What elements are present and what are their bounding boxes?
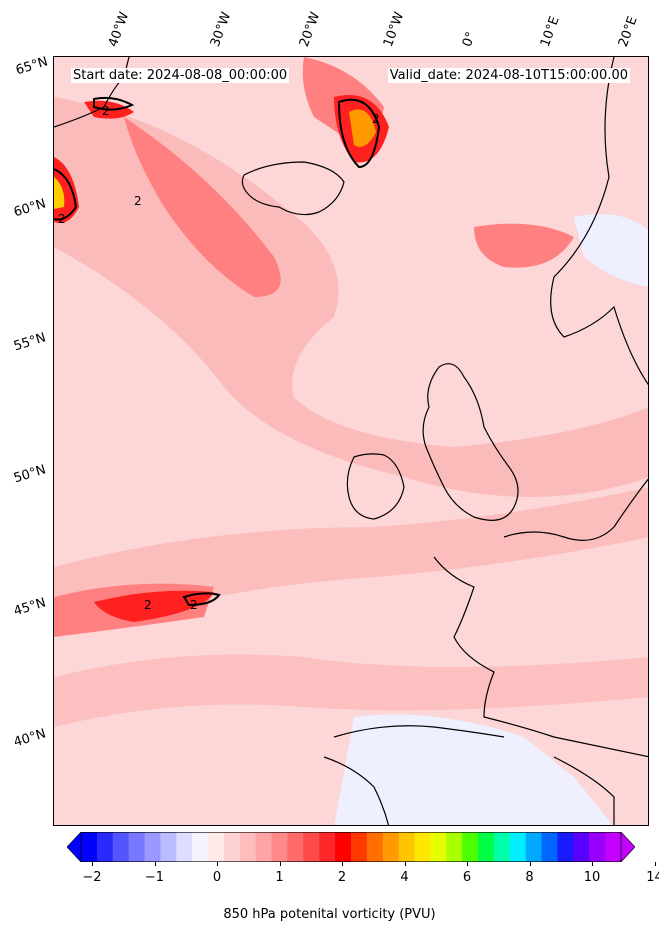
colorbar-tick-label: 1 <box>275 870 284 885</box>
lat-label: 45°N <box>12 595 48 620</box>
colorbar-cell <box>319 832 336 862</box>
colorbar-cell <box>509 832 527 862</box>
colorbar-tick-label: 14 <box>646 870 659 885</box>
contour-label: 2 <box>190 598 198 612</box>
contour-label: 2 <box>144 598 152 612</box>
colorbar-tick-label: −2 <box>82 870 102 885</box>
pv-weak-band-iberia <box>54 654 648 727</box>
contour-label: 2 <box>102 104 110 118</box>
contour-label: 2 <box>58 212 66 226</box>
colorbar-cell <box>335 832 352 862</box>
pv-moderate-region-2 <box>474 223 574 268</box>
lon-label: 10°W <box>380 10 408 49</box>
pv-moderate-region <box>124 117 281 297</box>
colorbar-cell <box>462 832 479 862</box>
colorbar-tickmark <box>467 862 468 866</box>
colorbar-tick-label: 10 <box>583 870 601 885</box>
colorbar <box>67 832 635 862</box>
colorbar-tick-label: 6 <box>462 870 472 885</box>
colorbar-cell <box>81 832 98 862</box>
colorbar-tick-label: 4 <box>400 870 409 885</box>
colorbar-cell <box>271 832 288 862</box>
pv-weak-band-south <box>54 487 648 637</box>
contour-label: 2 <box>134 194 142 208</box>
colorbar-cell <box>303 832 320 862</box>
colorbar-tick-label: 0 <box>212 870 222 885</box>
colorbar-cell <box>160 832 177 862</box>
colorbar-cell <box>176 832 193 862</box>
lon-label: 10°E <box>537 14 563 50</box>
colorbar-tickmark <box>404 862 406 866</box>
colorbar-cell <box>96 832 114 862</box>
colorbar-tickmark <box>279 862 281 866</box>
colorbar-cell <box>525 832 543 862</box>
colorbar-tickmark <box>154 862 156 866</box>
colorbar-cell <box>223 832 241 862</box>
colorbar-label: 850 hPa potenital vorticity (PVU) <box>223 907 436 922</box>
colorbar-cell <box>382 832 400 862</box>
colorbar-cell <box>414 832 431 862</box>
colorbar-cell <box>239 832 257 862</box>
colorbar-cell <box>208 832 225 862</box>
colorbar-cell <box>478 832 495 862</box>
lat-label: 40°N <box>12 726 48 751</box>
lat-label: 55°N <box>12 330 48 355</box>
lat-label: 60°N <box>12 196 48 221</box>
lon-label: 30°W <box>207 10 235 49</box>
colorbar-cell <box>398 832 416 862</box>
contour-labels: 2 2 2 2 2 2 <box>58 104 380 612</box>
map-canvas: 2 2 2 2 2 2 <box>54 57 648 825</box>
coastlines <box>54 57 648 825</box>
lon-label: 0° <box>459 29 480 49</box>
colorbar-tickmark <box>654 862 656 866</box>
colorbar-tickmark <box>92 862 93 866</box>
colorbar-cell <box>493 832 511 862</box>
colorbar-extend-min <box>67 832 82 862</box>
colorbar-cell <box>287 832 304 862</box>
colorbar-tickmark <box>529 862 531 866</box>
colorbar-cell <box>255 832 273 862</box>
colorbar-tickmark <box>592 862 593 866</box>
colorbar-tick-label: 8 <box>525 870 534 885</box>
colorbar-cell <box>605 832 622 862</box>
lat-label: 65°N <box>14 54 50 79</box>
colorbar-cell <box>573 832 590 862</box>
colorbar-extend-max <box>620 832 635 862</box>
colorbar-tick-label: 2 <box>337 870 347 885</box>
map-frame: 2 2 2 2 2 2 Start date: 2024-08-08_00:00… <box>53 56 649 826</box>
colorbar-cell <box>446 832 463 862</box>
start-date-label: Start date: 2024-08-08_00:00:00 <box>71 68 290 83</box>
colorbar-cell <box>128 832 146 862</box>
colorbar-tickmark <box>342 862 343 866</box>
colorbar-cell <box>351 832 368 862</box>
pv-extreme-region <box>349 109 376 147</box>
colorbar-cell <box>589 832 606 862</box>
colorbar-cell <box>430 832 447 862</box>
colorbar-tickmark <box>217 862 218 866</box>
colorbar-cell <box>366 832 384 862</box>
colorbar-cell <box>557 832 574 862</box>
lon-label: 20°W <box>296 10 324 49</box>
colorbar-tick-label: −1 <box>144 870 165 885</box>
pv-negative-region <box>334 714 613 825</box>
colorbar-cell <box>192 832 209 862</box>
valid-date-label: Valid_date: 2024-08-10T15:00:00.00 <box>387 68 630 83</box>
pv-negative-region-norway <box>574 214 648 287</box>
lat-label: 50°N <box>12 462 48 487</box>
contour-label: 2 <box>372 112 380 126</box>
lon-label: 40°W <box>105 10 133 49</box>
pv-extreme-region-2 <box>54 177 65 209</box>
colorbar-cells <box>67 832 635 862</box>
lon-label: 20°E <box>615 14 641 50</box>
colorbar-cell <box>112 832 130 862</box>
colorbar-cell <box>541 832 558 862</box>
colorbar-cell <box>144 832 161 862</box>
